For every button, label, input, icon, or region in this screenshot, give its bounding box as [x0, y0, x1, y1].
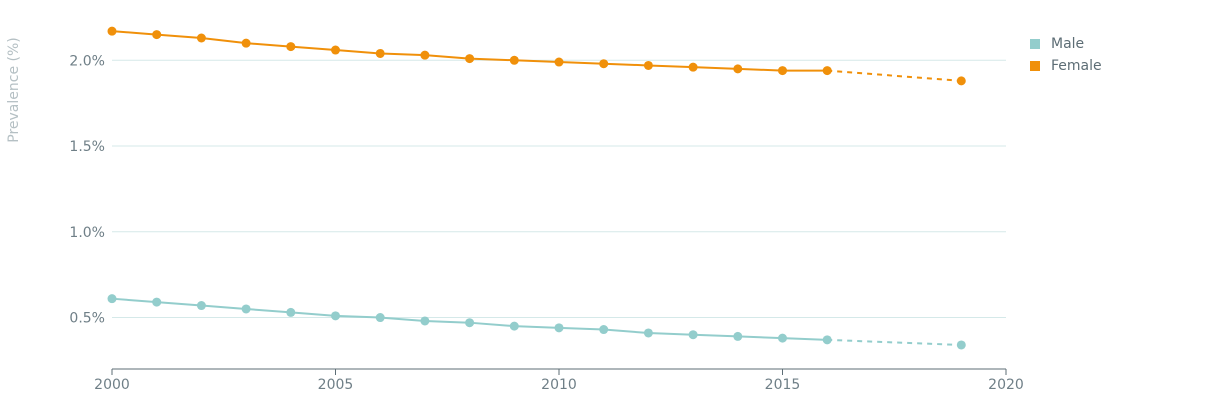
- x-tick-label: 2015: [765, 377, 801, 393]
- data-point-female[interactable]: [196, 33, 206, 43]
- data-point-male[interactable]: [599, 325, 609, 335]
- x-tick-label: 2005: [318, 377, 354, 393]
- data-point-female[interactable]: [509, 55, 519, 65]
- data-point-female[interactable]: [643, 60, 653, 70]
- data-point-male[interactable]: [331, 311, 340, 321]
- legend-item-female[interactable]: Female: [1030, 55, 1102, 77]
- x-tick-label: 2010: [541, 377, 577, 393]
- data-point-female[interactable]: [554, 57, 564, 67]
- series-layer: [107, 26, 966, 350]
- data-point-male[interactable]: [241, 304, 251, 314]
- data-point-male[interactable]: [375, 313, 385, 323]
- y-tick-label: 1.0%: [69, 225, 105, 241]
- y-axis-title: Prevalence (%): [6, 37, 22, 143]
- data-point-female[interactable]: [331, 45, 340, 55]
- data-point-male[interactable]: [465, 318, 475, 328]
- y-tick-label: 0.5%: [69, 311, 105, 327]
- data-point-male[interactable]: [733, 331, 743, 341]
- data-point-male[interactable]: [286, 307, 296, 317]
- data-point-male[interactable]: [688, 330, 698, 340]
- x-tick-label: 2000: [94, 377, 130, 393]
- grid-lines: [112, 59, 1006, 319]
- data-point-male[interactable]: [643, 328, 653, 338]
- legend: Male Female: [1030, 33, 1102, 77]
- data-point-male[interactable]: [196, 301, 206, 311]
- data-point-female[interactable]: [733, 64, 743, 74]
- series-projection-line-male: [827, 338, 962, 346]
- axes: Prevalence (%) 0.5% 1.0% 1.5% 2.0% 2000 2005 2…: [6, 37, 1024, 393]
- series-projection-line-female: [827, 69, 962, 82]
- series-male: [107, 294, 966, 350]
- data-point-male[interactable]: [107, 294, 117, 304]
- data-point-female[interactable]: [152, 30, 162, 40]
- projected-point-female[interactable]: [956, 76, 966, 86]
- data-point-female[interactable]: [107, 26, 117, 36]
- y-tick-label: 1.5%: [69, 139, 105, 155]
- projected-point-male[interactable]: [956, 340, 966, 350]
- data-point-male[interactable]: [554, 323, 564, 333]
- data-point-female[interactable]: [375, 48, 385, 58]
- data-point-male[interactable]: [509, 321, 519, 331]
- data-point-female[interactable]: [420, 50, 430, 60]
- legend-item-male[interactable]: Male: [1030, 33, 1102, 55]
- x-tick-label: 2020: [988, 377, 1024, 393]
- data-point-female[interactable]: [286, 42, 296, 52]
- data-point-female[interactable]: [778, 66, 787, 76]
- data-point-female[interactable]: [465, 54, 475, 64]
- y-tick-label: 2.0%: [69, 53, 105, 69]
- data-point-male[interactable]: [152, 297, 162, 307]
- data-point-male[interactable]: [822, 335, 832, 345]
- data-point-male[interactable]: [420, 316, 430, 326]
- data-point-female[interactable]: [688, 62, 698, 72]
- series-female: [107, 26, 966, 86]
- data-point-male[interactable]: [778, 333, 787, 343]
- legend-label-female: Female: [1051, 58, 1102, 74]
- data-point-female[interactable]: [822, 66, 832, 76]
- data-point-female[interactable]: [599, 59, 609, 69]
- legend-label-male: Male: [1051, 36, 1085, 52]
- series-line-female: [111, 30, 828, 72]
- legend-swatch-female: [1030, 61, 1040, 71]
- legend-swatch-male: [1030, 39, 1040, 49]
- data-point-female[interactable]: [241, 38, 251, 48]
